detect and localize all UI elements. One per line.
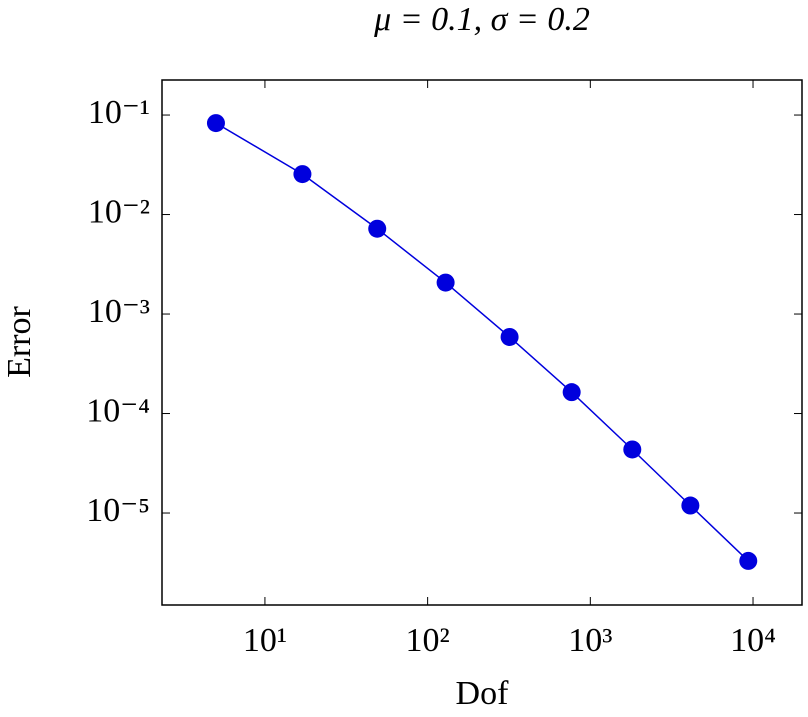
data-point	[562, 383, 581, 402]
y-tick-label: 10⁻¹	[88, 94, 150, 131]
x-tick-label: 10⁴	[730, 622, 776, 659]
data-point	[206, 114, 225, 133]
data-point	[368, 219, 387, 238]
x-tick-label: 10¹	[243, 622, 287, 659]
data-point	[623, 440, 642, 459]
y-tick-label: 10⁻³	[88, 293, 150, 330]
data-point	[500, 327, 519, 346]
x-tick-label: 10³	[568, 622, 612, 659]
x-tick-label: 10²	[406, 622, 450, 659]
data-point	[293, 165, 312, 184]
data-point	[436, 273, 455, 292]
chart-title: μ = 0.1, σ = 0.2	[373, 1, 590, 38]
y-axis-label: Error	[1, 305, 38, 377]
data-point	[739, 551, 758, 570]
x-axis-label: Dof	[456, 675, 510, 712]
y-tick-label: 10⁻²	[88, 193, 150, 230]
y-tick-label: 10⁻⁴	[86, 392, 150, 429]
data-point	[681, 496, 700, 515]
plot-frame	[161, 79, 803, 606]
series-line	[215, 122, 749, 562]
y-tick-label: 10⁻⁵	[86, 492, 150, 529]
